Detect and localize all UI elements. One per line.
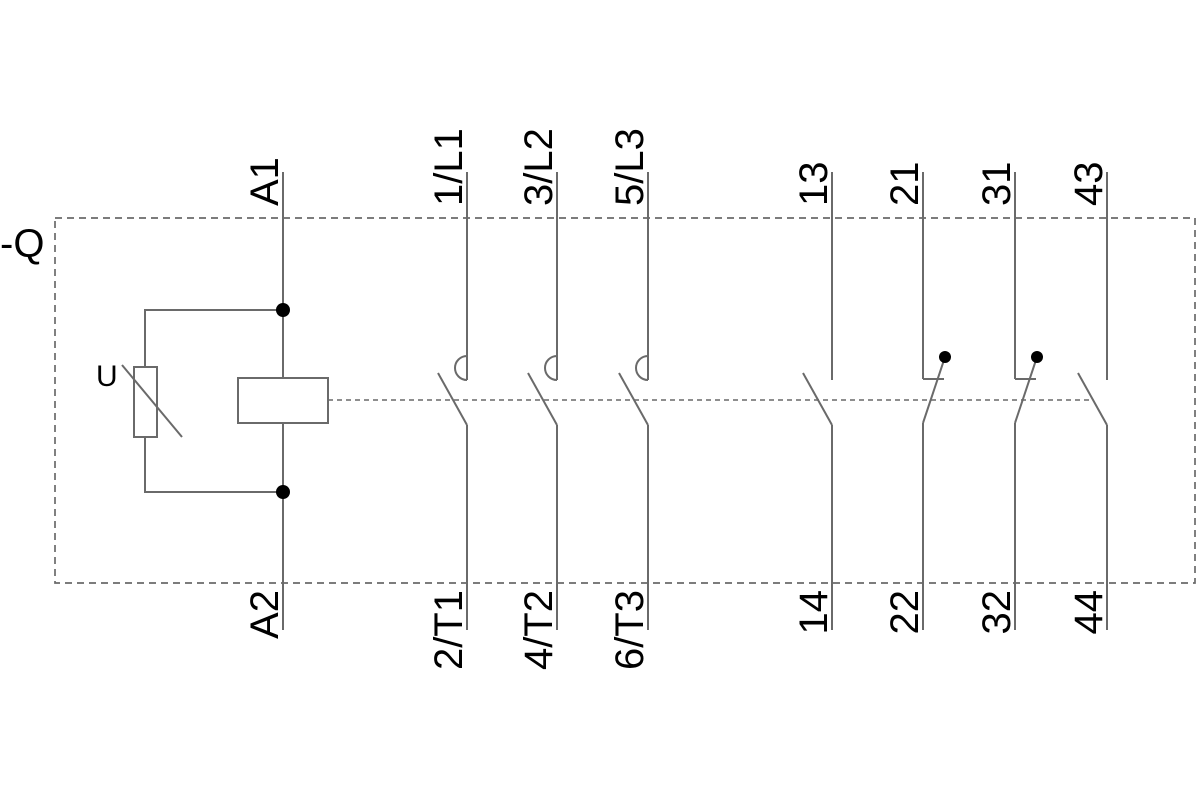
terminal-label-13: 13 [792, 162, 836, 207]
main-contact-pole-1: 1/L1 2/T1 [427, 128, 471, 670]
main-contact-pole-3: 5/L3 6/T3 [608, 128, 652, 670]
contactor-outline-box [54, 217, 1196, 584]
aux-contact-nc-31-32: 31 32 [975, 162, 1043, 635]
terminal-label-1l1: 1/L1 [427, 128, 471, 206]
terminal-label-a2: A2 [243, 590, 287, 639]
contact-blade [437, 372, 468, 426]
terminal-label-3l2: 3/L2 [517, 128, 561, 206]
terminal-label-6t3: 6/T3 [608, 590, 652, 670]
contact-blade [527, 372, 558, 426]
junction-dot-top [276, 303, 290, 317]
suppressor-varistor-box [133, 366, 158, 438]
contact-blade [1014, 356, 1038, 424]
terminal-label-2t1: 2/T1 [427, 590, 471, 670]
terminal-label-43: 43 [1067, 162, 1111, 207]
nc-blade-pivot-dot [939, 351, 951, 363]
aux-contact-no-43-44: 43 44 [1067, 162, 1111, 635]
contact-blade [1077, 372, 1108, 426]
terminal-label-22: 22 [883, 590, 927, 635]
junction-dot-bottom [276, 485, 290, 499]
main-contact-pole-2: 3/L2 4/T2 [517, 128, 561, 670]
main-contact-arc-icon [544, 355, 558, 381]
aux-contact-nc-21-22: 21 22 [883, 162, 951, 635]
coil-branch: U A1 A2 [96, 157, 329, 639]
suppressor-varistor-diagonal [121, 364, 183, 438]
terminal-label-5l3: 5/L3 [608, 128, 652, 206]
terminal-label-44: 44 [1067, 590, 1111, 635]
terminal-label-4t2: 4/T2 [517, 590, 561, 670]
main-contact-arc-icon [454, 355, 468, 381]
device-designation-label: -Q [0, 222, 44, 266]
suppressor-voltage-label: U [96, 360, 118, 393]
contact-blade [922, 356, 946, 424]
suppressor-top-wire [144, 309, 283, 367]
terminal-label-31: 31 [975, 162, 1019, 207]
terminal-label-21: 21 [883, 162, 927, 207]
contact-blade [618, 372, 649, 426]
terminal-label-32: 32 [975, 590, 1019, 635]
aux-contact-no-13-14: 13 14 [792, 162, 836, 635]
suppressor-bottom-wire [144, 437, 283, 493]
contact-blade [802, 372, 833, 426]
main-contact-arc-icon [635, 355, 649, 381]
coil-symbol [237, 377, 329, 424]
terminal-label-14: 14 [792, 590, 836, 635]
terminal-label-a1: A1 [243, 157, 287, 206]
nc-blade-pivot-dot [1031, 351, 1043, 363]
